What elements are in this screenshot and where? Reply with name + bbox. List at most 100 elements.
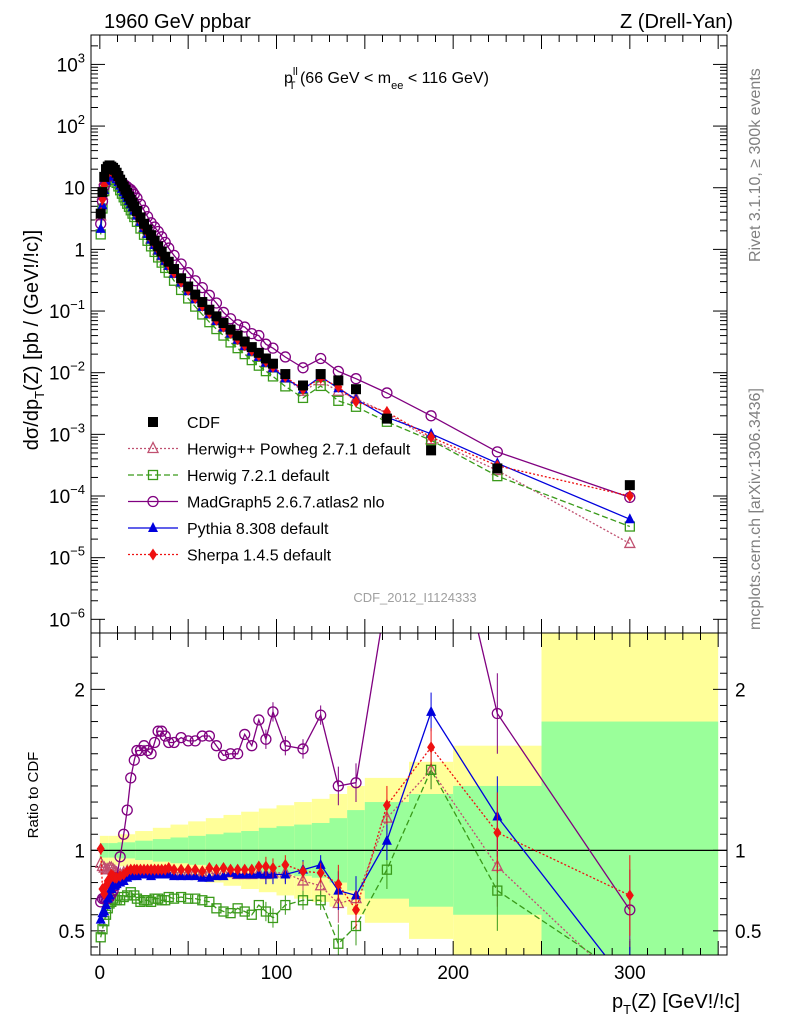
- ratio-plot-series: [94, 633, 636, 955]
- point-cdf: [333, 375, 344, 386]
- ratio-point-pythia: [204, 871, 215, 882]
- ratio-point-madgraph5: [118, 828, 130, 840]
- point-cdf: [211, 311, 222, 322]
- ratio-point-sherpa: [261, 860, 270, 873]
- ratio-point-madgraph5: [253, 714, 265, 726]
- ratio-point-madgraph5: [196, 730, 208, 742]
- point-cdf: [351, 384, 361, 395]
- point-cdf: [225, 324, 236, 335]
- ratio-point-pythia: [104, 889, 115, 900]
- ratio-point-herwig: [122, 890, 133, 901]
- point-madgraph5: [350, 373, 362, 385]
- ratio-point-herwig: [125, 887, 136, 898]
- ratio-plot-frame: [90, 632, 728, 956]
- point-cdf: [232, 330, 243, 341]
- y-tick-label-base: 10: [49, 487, 70, 508]
- ratio-point-pythia: [99, 905, 110, 916]
- y-tick-label-exp: −1: [70, 297, 85, 312]
- point-cdf: [253, 347, 264, 358]
- ratio-point-madgraph5: [114, 851, 126, 863]
- ratio-point-madgraph5: [141, 744, 154, 757]
- header-left: 1960 GeV ppbar: [104, 11, 251, 33]
- ratio-point-sherpa: [334, 878, 343, 891]
- y-tick-label-exp: −5: [70, 544, 85, 559]
- ratio-point-herwig: [204, 896, 215, 908]
- point-cdf: [267, 358, 278, 369]
- point-madgraph5: [246, 327, 258, 340]
- main-y-axis-title: dσ/dpT(Z) [pb / (GeV!/!c)]: [21, 230, 47, 450]
- point-herwig: [623, 536, 636, 549]
- y-tick-label-exp: −6: [70, 605, 85, 620]
- ratio-point-sherpa: [184, 863, 193, 876]
- ratio-point-sherpa: [240, 863, 249, 876]
- ratio-point-herwig: [197, 895, 208, 906]
- plot-title-sub: T: [289, 80, 296, 92]
- ratio-point-herwig: [175, 891, 187, 903]
- ratio-point-sherpa: [352, 903, 360, 916]
- ratio-point-pythia: [95, 913, 106, 924]
- legend-marker-herwig: [147, 469, 159, 481]
- ratio-point-madgraph5: [246, 740, 258, 752]
- ratio-point-madgraph5: [203, 730, 216, 742]
- y-tick-label-base: 10: [57, 117, 78, 138]
- point-cdf: [492, 463, 503, 474]
- x-tick-label: 300: [614, 963, 646, 984]
- ratio-point-madgraph5: [145, 748, 157, 760]
- point-madgraph5: [175, 258, 187, 270]
- legend-marker-pythia: [148, 522, 158, 532]
- point-cdf: [169, 264, 180, 275]
- legend-marker-madgraph5: [147, 495, 159, 508]
- point-cdf: [156, 246, 167, 257]
- x-axis-title: pT(Z) [GeV!/!c]: [612, 991, 740, 1017]
- ratio-point-sherpa: [281, 858, 290, 871]
- y-tick-label-main: 10−4: [49, 482, 85, 508]
- y-tick-label-main: 10: [64, 179, 85, 200]
- ratio-point-herwig: [246, 909, 257, 920]
- point-cdf: [381, 413, 392, 424]
- ratio-point-madgraph5: [279, 740, 291, 752]
- ratio-point-herwig: [211, 903, 222, 914]
- ratio-point-herwig: [129, 890, 140, 901]
- y-tick-label-ratio: 0.5: [59, 922, 85, 943]
- ratio-point-sherpa: [233, 863, 242, 876]
- legend-label-cdf: CDF: [187, 415, 220, 432]
- plot-title-sub2: ee: [391, 80, 403, 92]
- point-cdf: [153, 241, 164, 252]
- point-cdf: [190, 289, 201, 300]
- point-cdf: [246, 342, 257, 353]
- point-madgraph5: [425, 410, 437, 422]
- y-tick-label-base: 10: [57, 55, 78, 76]
- point-cdf: [426, 445, 437, 456]
- x-tick-label: 200: [437, 963, 469, 984]
- point-cdf: [239, 336, 250, 347]
- ratio-point-herwig: [142, 895, 153, 906]
- ratio-point-sherpa: [198, 865, 207, 878]
- ratio-point-sherpa: [427, 741, 436, 754]
- legend-label-sherpa: Sherpa 1.4.5 default: [187, 548, 332, 565]
- ratio-point-sherpa: [219, 862, 228, 875]
- ratio-point-madgraph5: [217, 749, 230, 762]
- y-tick-label-ratio-right: 1: [735, 841, 746, 862]
- point-herwig: [624, 521, 635, 532]
- legend-marker-cdf: [148, 417, 158, 427]
- ratio-point-herwig: [97, 924, 108, 935]
- y-tick-label-exp: 3: [78, 50, 85, 65]
- point-madgraph5: [239, 321, 251, 333]
- ratio-point-madgraph5: [125, 772, 137, 784]
- y-tick-label-base: 10: [49, 610, 70, 631]
- ratio-point-madgraph5: [350, 777, 362, 789]
- y-tick-label-main: 102: [57, 112, 85, 138]
- ratio-point-pythia: [381, 834, 392, 845]
- point-cdf: [315, 369, 326, 380]
- point-cdf: [160, 251, 171, 262]
- ratio-point-madgraph5: [210, 740, 223, 752]
- ratio-point-madgraph5: [224, 748, 237, 760]
- ratio-point-herwig: [168, 893, 180, 904]
- ratio-point-madgraph5: [297, 743, 309, 755]
- point-pythia: [624, 513, 635, 524]
- point-madgraph5: [491, 446, 503, 458]
- ratio-point-madgraph5: [267, 706, 279, 718]
- y-tick-label-main: 10−1: [49, 297, 85, 323]
- ratio-point-pythia: [101, 899, 112, 910]
